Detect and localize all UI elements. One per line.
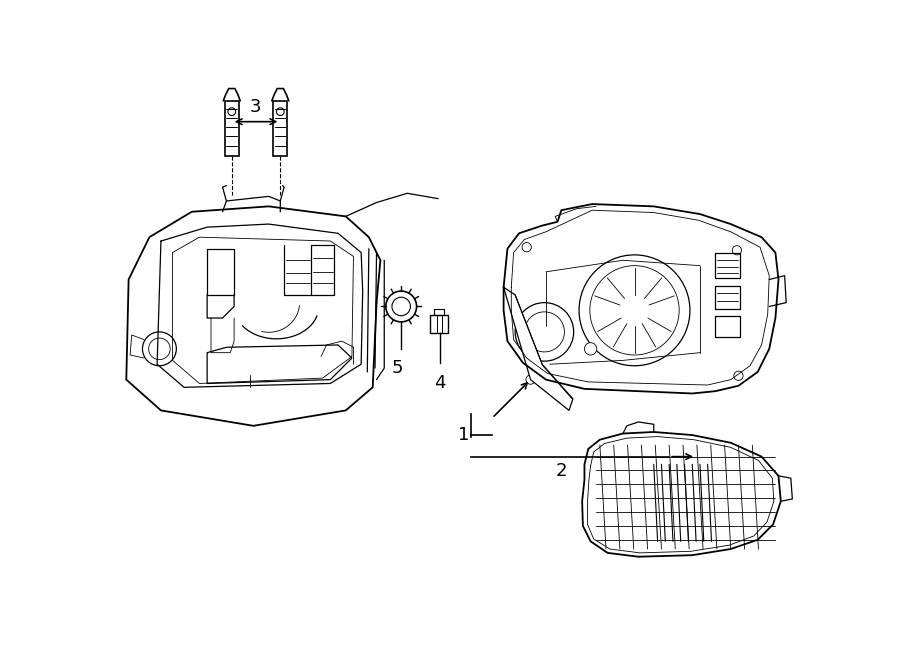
Circle shape: [522, 243, 531, 252]
Polygon shape: [274, 101, 287, 156]
Circle shape: [276, 108, 284, 116]
Circle shape: [579, 255, 690, 366]
Polygon shape: [582, 432, 781, 557]
Circle shape: [734, 371, 743, 380]
Text: 3: 3: [250, 98, 261, 116]
Circle shape: [228, 108, 236, 116]
Circle shape: [590, 266, 680, 355]
Text: 1: 1: [457, 426, 469, 444]
Polygon shape: [207, 345, 352, 383]
Circle shape: [515, 303, 573, 361]
Circle shape: [243, 361, 256, 375]
Circle shape: [142, 332, 176, 366]
Circle shape: [733, 246, 742, 255]
Circle shape: [525, 312, 564, 352]
Text: 5: 5: [392, 359, 403, 377]
Circle shape: [318, 363, 328, 373]
Polygon shape: [504, 288, 573, 410]
Polygon shape: [225, 101, 238, 156]
Circle shape: [148, 338, 170, 360]
Circle shape: [386, 291, 417, 322]
Circle shape: [526, 375, 536, 384]
Circle shape: [392, 297, 410, 316]
Text: 2: 2: [555, 462, 567, 480]
Text: 4: 4: [434, 374, 446, 392]
Circle shape: [584, 342, 597, 355]
